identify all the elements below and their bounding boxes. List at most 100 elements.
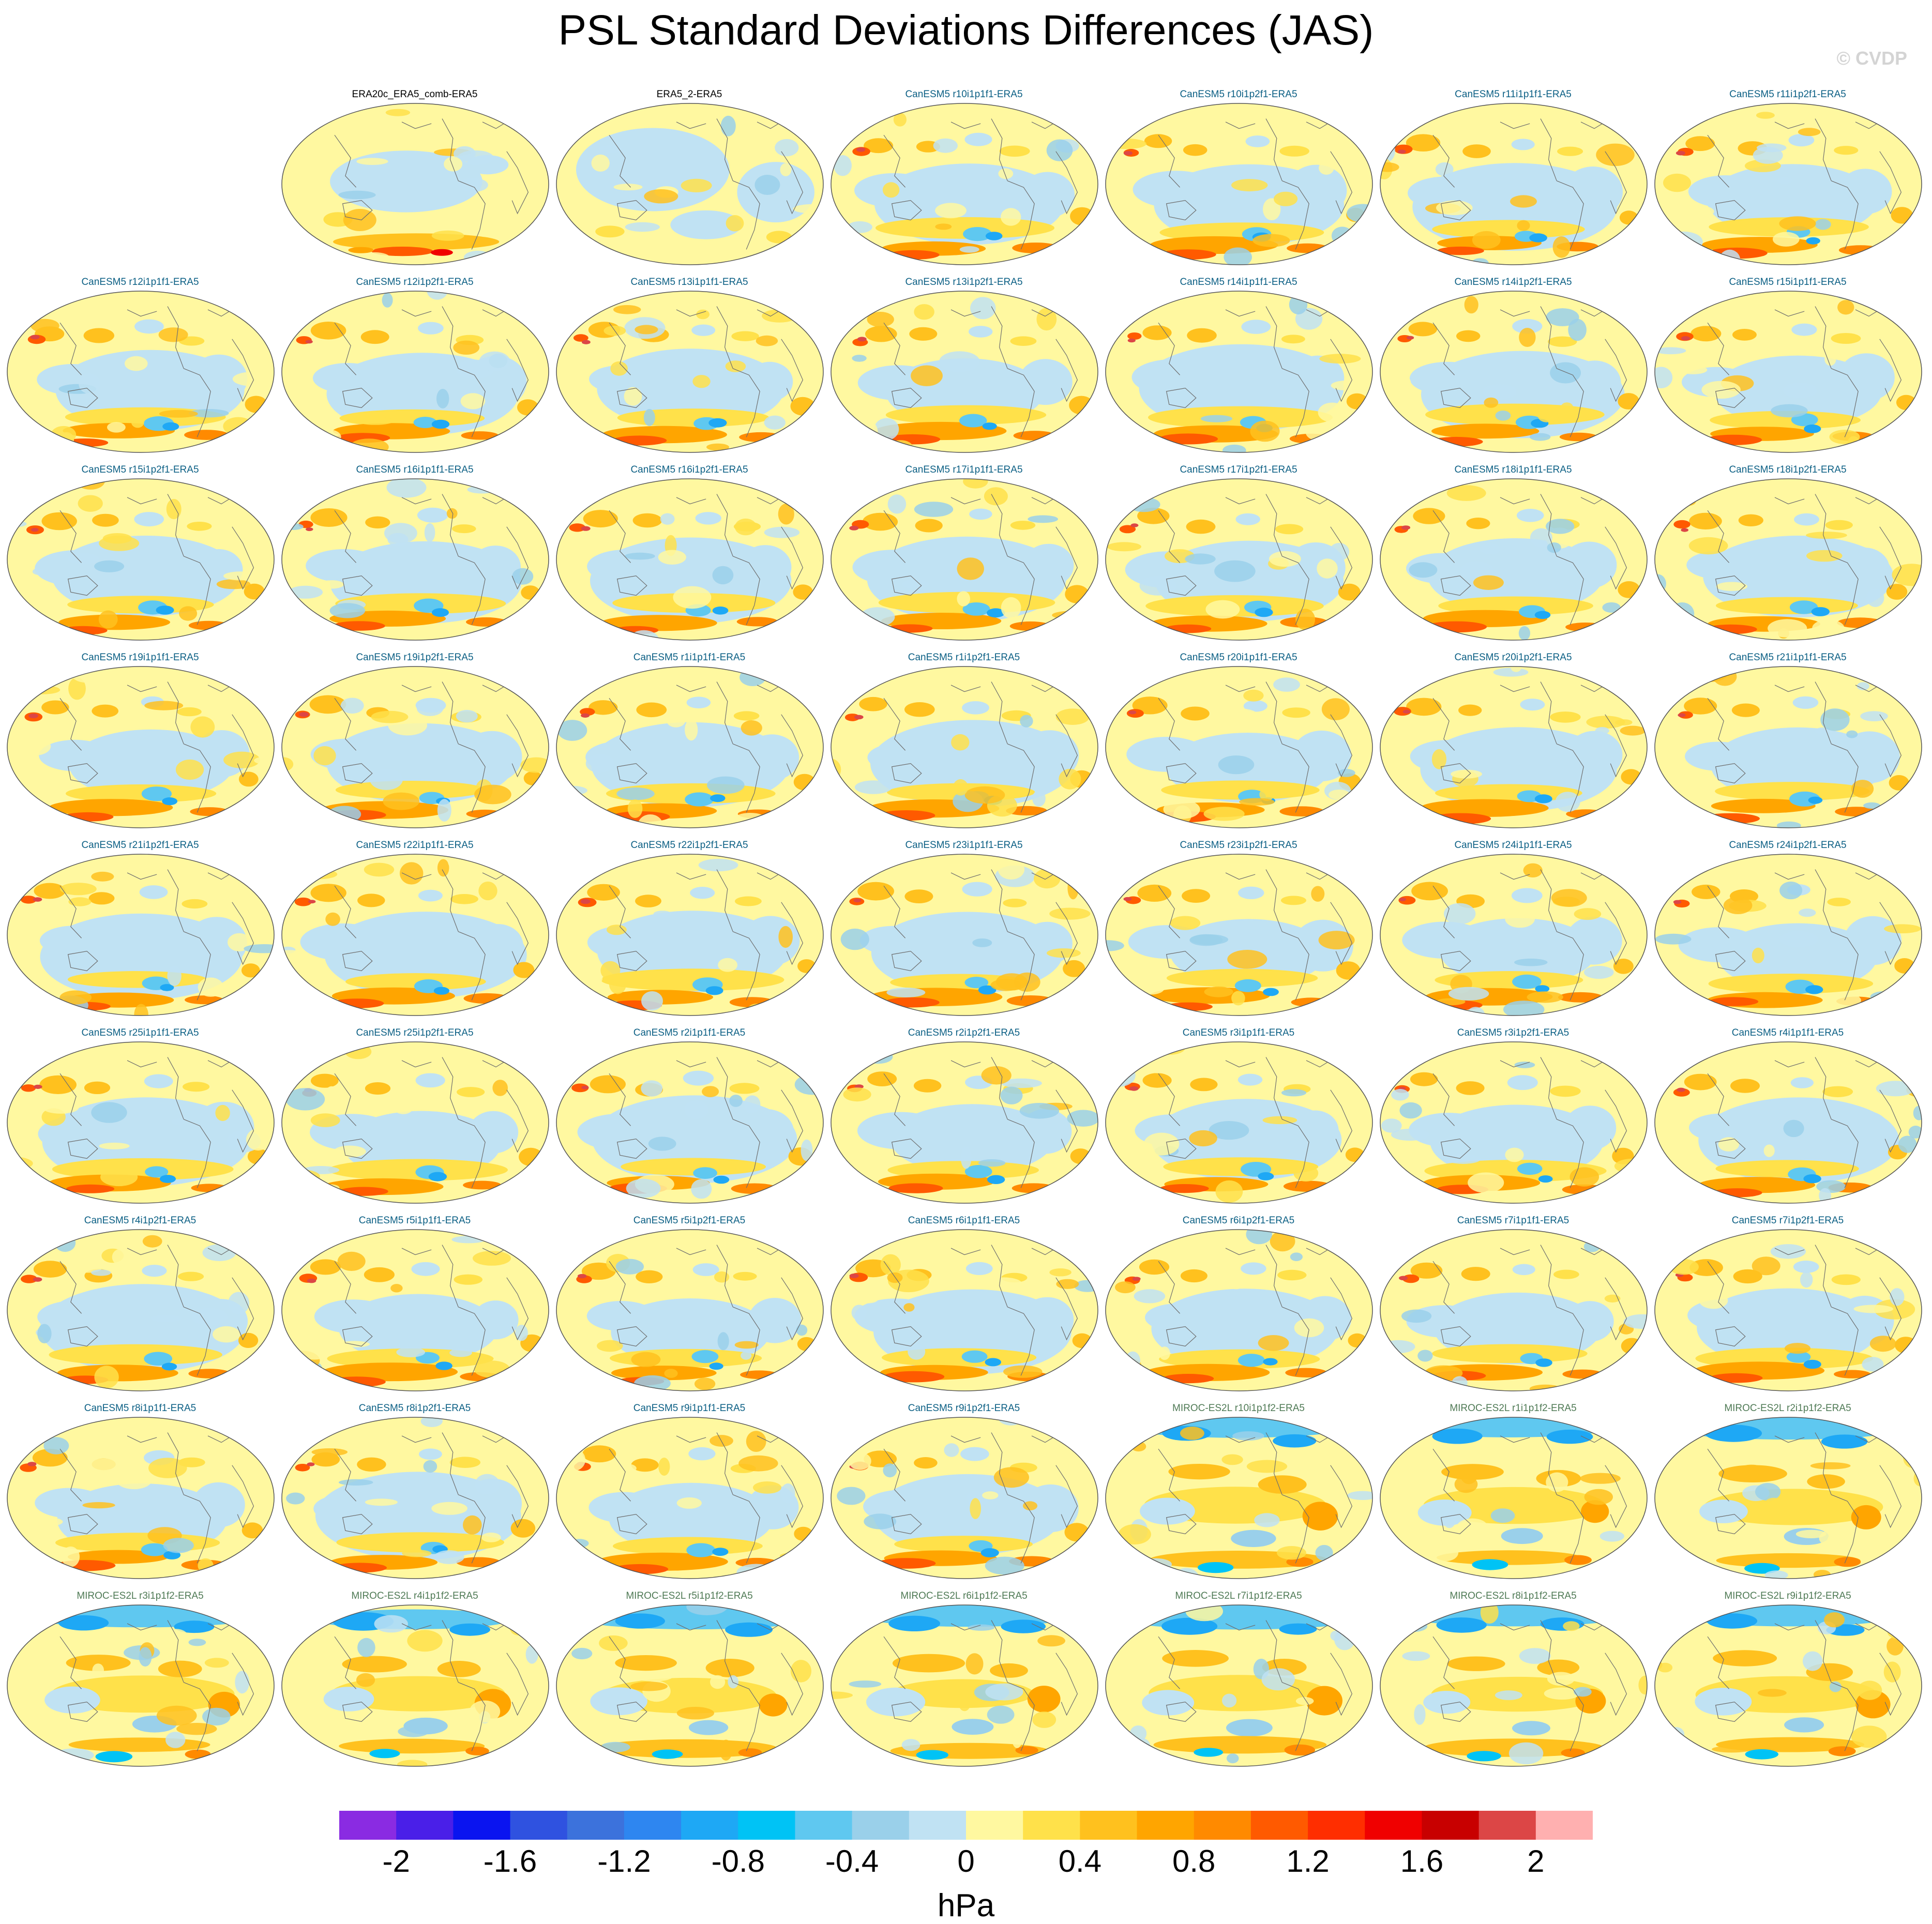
anomaly-patch: [953, 779, 969, 796]
coastline: [1158, 1636, 1181, 1689]
coastline: [1855, 685, 1880, 692]
robinson-map: [1654, 854, 1922, 1016]
anomaly-region: [1568, 360, 1621, 405]
anomaly-region: [1437, 246, 1484, 255]
colorbar-tick-label: -1.2: [597, 1844, 651, 1878]
coastline: [67, 1138, 98, 1159]
anomaly-patch: [1798, 128, 1821, 137]
robinson-map: [831, 291, 1098, 453]
coastline: [1055, 526, 1078, 590]
coastline: [1306, 1060, 1331, 1068]
map-outline: [1654, 478, 1922, 641]
anomaly-region: [1417, 1499, 1472, 1526]
anomaly-region: [1163, 1157, 1319, 1176]
anomaly-region: [309, 695, 346, 714]
anomaly-region: [864, 138, 894, 154]
anomaly-region: [1838, 353, 1895, 401]
coastline: [1281, 1682, 1309, 1751]
coastline: [1774, 122, 1805, 129]
anomaly-region: [1713, 1188, 1762, 1198]
anomaly-patch: [1546, 308, 1579, 326]
anomaly-patch: [1382, 1543, 1416, 1551]
map-outline: [1105, 666, 1373, 828]
anomaly-patch: [598, 145, 622, 153]
anomaly-region: [738, 1748, 762, 1757]
anomaly-patch: [626, 1178, 661, 1198]
coastline: [127, 872, 157, 880]
coastline: [1831, 1494, 1859, 1564]
coastline: [1281, 1307, 1309, 1376]
anomaly-patch: [796, 1324, 808, 1336]
anomaly-patch: [1118, 1524, 1151, 1544]
anomaly-patch: [982, 1491, 999, 1499]
anomaly-patch: [610, 361, 628, 376]
anomaly-region: [160, 984, 174, 991]
anomaly-region: [39, 926, 109, 956]
anomaly-patch: [100, 1168, 138, 1187]
anomaly-patch: [985, 1683, 1023, 1701]
anomaly-region: [1020, 1297, 1074, 1343]
colorbar-box: [681, 1811, 738, 1840]
map-outline: [556, 1041, 824, 1204]
anomaly-region: [1410, 1262, 1443, 1279]
anomaly-patch: [91, 1269, 111, 1276]
colorbar-box: [510, 1811, 568, 1840]
coastline: [506, 902, 529, 965]
anomaly-region: [192, 1482, 245, 1527]
anomaly-patch: [1136, 620, 1149, 640]
panel-title: MIROC-ES2L r4i1p1f2-ERA5: [351, 1590, 478, 1601]
anomaly-patch: [903, 1303, 915, 1312]
anomaly-patch: [221, 666, 255, 675]
anomaly-region: [857, 882, 894, 901]
coastline: [1580, 685, 1606, 692]
anomaly-region: [1144, 134, 1172, 148]
coastline: [891, 1513, 922, 1535]
anomaly-region: [1112, 1605, 1370, 1630]
anomaly-region: [708, 418, 727, 428]
anomaly-patch: [1657, 1662, 1673, 1673]
anomaly-region: [865, 326, 897, 342]
colorbar-tick-label: 2: [1527, 1844, 1544, 1878]
anomaly-patch: [1014, 972, 1040, 992]
anomaly-patch: [831, 433, 859, 445]
anomaly-region: [1346, 393, 1368, 410]
anomaly-patch: [1837, 300, 1854, 315]
coastline: [1580, 309, 1606, 317]
anomaly-region: [470, 546, 521, 589]
robinson-map: [281, 1417, 549, 1579]
robinson-map: [1654, 291, 1922, 453]
anomaly-patch: [1779, 881, 1803, 900]
anomaly-region: [339, 1738, 485, 1754]
anomaly-patch: [964, 786, 1005, 804]
anomaly-region: [1065, 585, 1089, 603]
map-outline: [281, 1229, 549, 1391]
coastline: [334, 698, 357, 751]
anomaly-patch: [1352, 122, 1370, 132]
anomaly-patch: [190, 716, 215, 738]
map-panel-canesm5-r12i1p2f1-era5: CanESM5 r12i1p2f1-ERA5: [278, 277, 552, 463]
map-outline: [1105, 103, 1373, 265]
anomaly-region: [1520, 699, 1545, 711]
anomaly-region: [1784, 1717, 1824, 1733]
panel-title: CanESM5 r11i1p2f1-ERA5: [1729, 89, 1846, 100]
anomaly-region: [725, 1622, 773, 1637]
panel-title: CanESM5 r9i1p1f1-ERA5: [633, 1403, 746, 1414]
anomaly-region: [688, 1447, 716, 1461]
anomaly-patch: [1495, 1690, 1522, 1700]
anomaly-region: [513, 962, 535, 978]
anomaly-patch: [1204, 986, 1233, 997]
anomaly-patch: [478, 881, 497, 901]
anomaly-region: [1711, 798, 1816, 813]
anomaly-patch: [886, 988, 926, 997]
anomaly-patch: [1215, 870, 1243, 882]
anomaly-region: [1137, 884, 1172, 902]
anomaly-patch: [398, 1725, 429, 1737]
anomaly-region: [1420, 799, 1549, 817]
map-outline: [1380, 103, 1648, 265]
map-panel-canesm5-r18i1p2f1-era5: CanESM5 r18i1p2f1-ERA5: [1651, 464, 1925, 650]
anomaly-patch: [986, 1277, 1022, 1290]
anomaly-region: [621, 1158, 766, 1176]
map-panel-canesm5-r3i1p2f1-era5: CanESM5 r3i1p2f1-ERA5: [1376, 1027, 1650, 1214]
anomaly-patch: [191, 1308, 228, 1326]
coastline: [1879, 1277, 1902, 1341]
